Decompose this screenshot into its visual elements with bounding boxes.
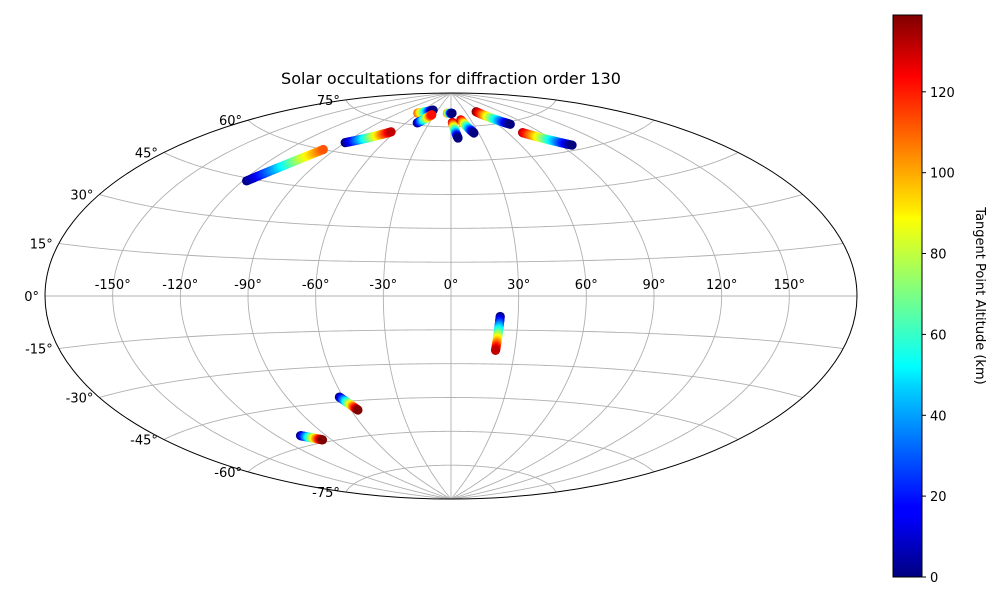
lat-tick-label: 60° [219, 114, 242, 129]
lon-tick-label: -60° [302, 278, 330, 293]
latitude-tick-labels: -75° -60° -45° -30° -15° 0° 15° 30° 45° 60° 75° [24, 94, 340, 501]
lon-tick-label: -30° [369, 278, 397, 293]
occultation-point [386, 127, 396, 137]
colorbar-tick-label: 20 [930, 490, 947, 505]
occultation-point [567, 140, 577, 150]
colorbar-tick-label: 80 [930, 248, 947, 263]
parallel-line [99, 194, 803, 229]
lon-tick-label: -150° [95, 278, 131, 293]
lon-tick-label: 0° [444, 278, 459, 293]
colorbar-gradient [892, 14, 923, 578]
lat-tick-label: 75° [317, 94, 340, 109]
colorbar-tick-label: 100 [930, 167, 955, 182]
parallel-line [58, 329, 844, 349]
occultation-point [469, 128, 479, 138]
longitude-tick-labels: -150° -120° -90° -60° -30° 0° 30° 60° 90° 120° 150… [95, 278, 805, 293]
lon-tick-label: -90° [234, 278, 262, 293]
parallel-line [163, 397, 739, 440]
lon-tick-label: 150° [774, 278, 805, 293]
occultation-point [453, 133, 463, 143]
parallel-line [99, 363, 803, 398]
occultation-point [353, 405, 363, 415]
lon-tick-label: 30° [507, 278, 530, 293]
occultation-point [447, 108, 457, 118]
lon-tick-label: 60° [575, 278, 598, 293]
lat-tick-label: 0° [24, 290, 39, 305]
lat-tick-label: -60° [214, 466, 242, 481]
colorbar-tick-label: 40 [930, 409, 947, 424]
lat-tick-label: 30° [70, 189, 93, 204]
occultation-points [242, 105, 577, 445]
lat-tick-label: 45° [135, 147, 158, 162]
lat-tick-label: 15° [30, 238, 53, 253]
lon-tick-label: -120° [162, 278, 198, 293]
lat-tick-label: -15° [25, 343, 53, 358]
lat-tick-label: -45° [130, 434, 158, 449]
lon-tick-label: 90° [642, 278, 665, 293]
occultation-point [427, 110, 437, 120]
colorbar-tick-label: 120 [930, 86, 955, 101]
colorbar: 0 20 40 60 80 100 120 Tangent Point Altitude (… [892, 14, 987, 586]
chart-title: Solar occultations for diffraction order… [281, 69, 621, 88]
occultation-point [318, 144, 328, 155]
map-gridlines [45, 93, 857, 499]
parallel-line [247, 430, 655, 473]
colorbar-label: Tangent Point Altitude (km) [972, 206, 987, 384]
parallel-line [345, 464, 557, 493]
occultation-point [505, 119, 515, 129]
parallel-line [58, 243, 844, 263]
parallel-line [247, 119, 655, 162]
lon-tick-label: 120° [706, 278, 737, 293]
map-outline [44, 92, 858, 500]
colorbar-tick-label: 0 [930, 571, 938, 586]
occultation-point [317, 435, 328, 445]
colorbar-tick-label: 60 [930, 328, 947, 343]
lat-tick-label: -75° [312, 486, 340, 501]
occultation-point [490, 345, 501, 356]
colorbar-ticks: 0 20 40 60 80 100 120 [922, 86, 955, 586]
lat-tick-label: -30° [66, 392, 94, 407]
